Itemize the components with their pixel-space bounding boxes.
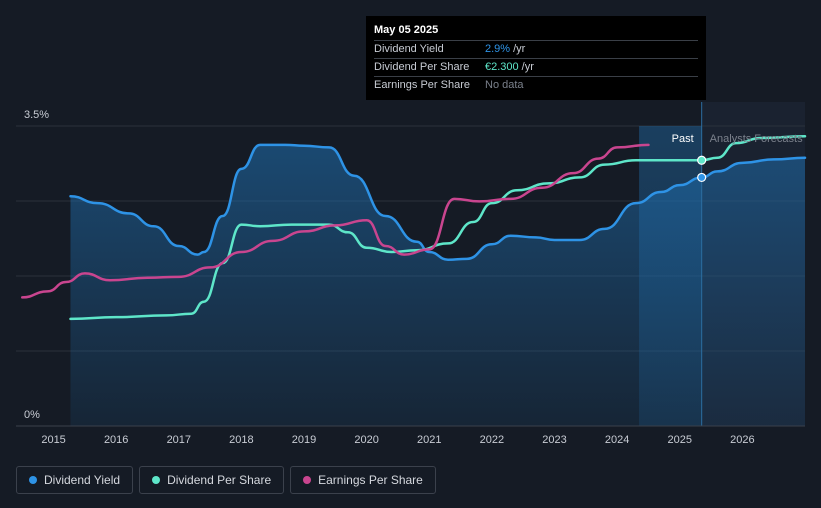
forecast-label: Analysts Forecasts xyxy=(710,133,803,145)
legend-label: Dividend Yield xyxy=(44,473,121,487)
legend-dot-icon xyxy=(152,476,161,484)
tooltip-value: €2.300 xyxy=(485,61,519,73)
chart-tooltip: May 05 2025 Dividend Yield 2.9% /yr Divi… xyxy=(366,16,706,100)
x-tick-label: 2020 xyxy=(354,434,378,446)
tooltip-value: 2.9% xyxy=(485,43,511,55)
tooltip-label: Earnings Per Share xyxy=(374,79,470,91)
tooltip-label: Dividend Yield xyxy=(374,43,444,55)
tooltip-date: May 05 2025 xyxy=(374,24,439,36)
chart-svg: 2015 2016 2017 2018 2019 2020 2021 2022 2023 2024… xyxy=(16,102,807,446)
legend-label: Dividend Per Share xyxy=(167,473,272,487)
x-tick-label: 2024 xyxy=(605,434,629,446)
earnings-per-share-line xyxy=(21,143,650,299)
legend-label: Earnings Per Share xyxy=(318,473,423,487)
legend-item-dividend-yield[interactable]: Dividend Yield xyxy=(16,466,134,494)
tooltip-value: No data xyxy=(485,79,524,91)
x-tick-label: 2017 xyxy=(167,434,191,446)
current-value-marker xyxy=(697,155,707,165)
past-label: Past xyxy=(672,133,694,145)
x-tick-label: 2023 xyxy=(542,434,566,446)
x-tick-label: 2015 xyxy=(41,434,65,446)
chart-legend: Dividend Yield Dividend Per Share Earnin… xyxy=(16,466,436,494)
legend-dot-icon xyxy=(29,476,37,484)
x-tick-label: 2022 xyxy=(480,434,504,446)
legend-item-dividend-per-share[interactable]: Dividend Per Share xyxy=(139,466,285,494)
tooltip-unit: /yr xyxy=(513,43,526,55)
x-tick-label: 2025 xyxy=(668,434,692,446)
x-tick-label: 2019 xyxy=(292,434,316,446)
x-tick-label: 2026 xyxy=(730,434,754,446)
tooltip-unit: /yr xyxy=(521,61,534,73)
tooltip-label: Dividend Per Share xyxy=(374,61,470,73)
tooltip-row-earnings-per-share: Earnings Per Share No data xyxy=(374,76,698,94)
x-tick-label: 2021 xyxy=(417,434,441,446)
dividend-yield-area xyxy=(70,144,805,426)
legend-dot-icon xyxy=(303,476,312,484)
dividend-yield-line xyxy=(69,143,807,261)
x-tick-label: 2018 xyxy=(229,434,253,446)
y-tick-label: 0% xyxy=(24,409,40,421)
tooltip-row-dividend-yield: Dividend Yield 2.9% /yr xyxy=(374,40,698,58)
legend-item-earnings-per-share[interactable]: Earnings Per Share xyxy=(290,466,436,494)
x-tick-label: 2016 xyxy=(104,434,128,446)
current-value-marker xyxy=(697,172,707,183)
y-tick-label: 3.5% xyxy=(24,109,49,121)
tooltip-row-dividend-per-share: Dividend Per Share €2.300 /yr xyxy=(374,58,698,76)
